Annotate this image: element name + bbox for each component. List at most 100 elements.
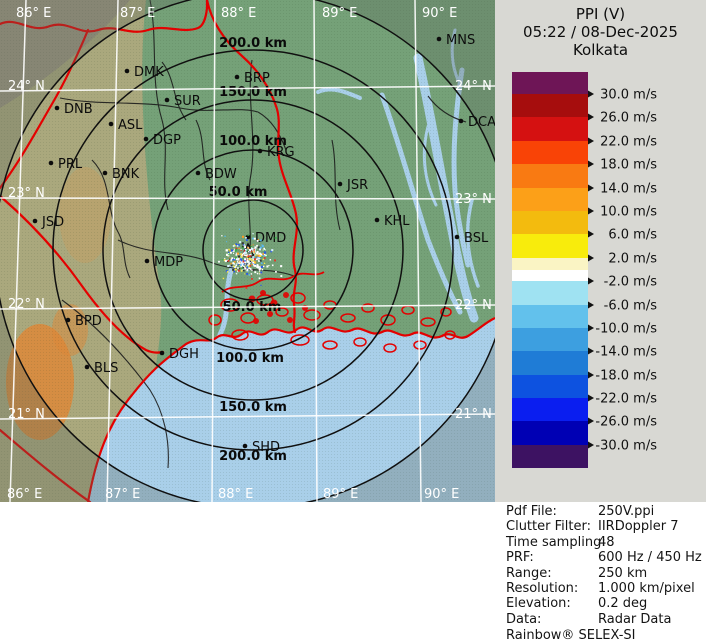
metadata-row: Clutter Filter: IIRDoppler 7 [506,519,704,534]
clutter-echo-pixel [261,262,263,264]
clutter-echo-pixel [237,263,239,266]
clutter-echo-pixel [245,254,248,257]
city-marker [458,118,464,124]
city-marker [108,121,114,127]
clutter-echo-pixel [240,270,243,272]
clutter-echo-pixel [259,246,262,249]
clutter-echo-pixel [243,263,245,265]
clutter-echo-pixel [218,260,220,263]
clutter-echo-pixel [233,250,235,252]
clutter-echo-pixel [251,278,253,280]
clutter-echo-pixel [240,265,242,268]
clutter-echo-pixel [237,269,240,272]
graticule-longitude-line [211,0,216,502]
clutter-echo-pixel [253,237,256,240]
legend-tick-arrow [588,394,594,402]
clutter-echo-pixel [252,261,254,264]
clutter-echo-pixel [224,235,226,237]
legend-label: -18.0 m/s [595,369,657,384]
clutter-echo-pixel [254,246,257,249]
clutter-echo-pixel [246,266,248,269]
latitude-label: 23° N [455,192,492,207]
clutter-echo-pixel [271,264,274,267]
clutter-echo-pixel [257,239,259,241]
clutter-echo-pixel [245,245,247,247]
clutter-echo-pixel [259,266,261,268]
clutter-echo-pixel [237,258,240,260]
city-label: KRG [267,145,295,160]
legend-band [512,375,588,398]
clutter-echo-pixel [234,257,236,260]
legend-tick-arrow [588,301,594,309]
clutter-echo-pixel [233,260,236,263]
clutter-echo-pixel [239,241,242,244]
clutter-echo-pixel [244,258,247,261]
clutter-echo-pixel [262,253,264,255]
city-marker [144,258,150,264]
clutter-echo-pixel [259,273,261,275]
clutter-echo-pixel [248,251,250,253]
clutter-echo-pixel [253,256,255,258]
range-ring-label: 200.0 km [219,449,287,464]
scan-timestamp: 05:22 / 08-Dec-2025 [523,23,678,41]
legend-band [512,117,588,141]
legend-band [512,445,588,468]
city-label: DGH [169,347,199,362]
clutter-echo-pixel [243,250,246,252]
clutter-echo-pixel [260,253,263,256]
legend-band [512,234,588,258]
clutter-echo-pixel [246,260,249,263]
clutter-echo-pixel [259,239,262,242]
graticule-latitude-line [0,304,495,310]
clutter-echo-pixel [256,272,259,275]
clutter-echo-pixel [227,264,230,267]
software-brand: Rainbow® SELEX-SI [506,628,636,642]
clutter-echo-pixel [263,257,266,259]
graticule-latitude-line [0,197,495,200]
city-label: SUR [174,94,201,109]
clutter-echo-pixel [254,254,256,256]
clutter-echo-pixel [238,257,240,259]
clutter-echo-pixel [242,258,244,260]
clutter-echo-pixel [235,272,238,275]
latitude-label: 21° N [8,407,45,422]
clutter-echo-pixel [250,248,252,250]
clutter-echo-pixel [231,257,234,260]
out-of-range-dimming [0,0,495,502]
clutter-echo-pixel [248,264,251,267]
clutter-echo-pixel [237,252,240,255]
clutter-echo-pixel [225,249,228,252]
city-label: ASL [118,118,143,133]
clutter-echo-pixel [233,265,235,268]
scan-metadata: Pdf File: 250V.ppi Clutter Filter: IIRDoppl… [506,504,704,627]
clutter-echo-pixel [246,239,248,241]
clutter-echo-pixel [260,265,263,268]
legend-label: -26.0 m/s [595,415,657,430]
legend-label: 6.0 m/s [608,228,657,243]
range-ring-label: 150.0 km [219,85,287,100]
city-marker [454,234,460,240]
clutter-echo-pixel [247,259,248,261]
clutter-echo-pixel [240,264,243,267]
clutter-echo-pixel [252,237,254,240]
clutter-echo-pixel [244,267,247,270]
clutter-echo-pixel [238,247,240,250]
clutter-echo-pixel [246,265,248,268]
clutter-echo-pixel [246,270,248,272]
clutter-echo-pixel [264,249,266,251]
clutter-echo-pixel [251,247,254,250]
legend-band [512,141,588,164]
metadata-value: 48 [598,534,615,550]
graticule-latitude-line [0,413,495,420]
legend-band [512,188,588,211]
clutter-echo-pixel [242,262,245,265]
legend-tick-arrow [588,371,594,379]
city-label: JSR [346,178,368,193]
city-marker [257,148,263,154]
clutter-echo-pixel [229,249,231,252]
clutter-echo-pixel [262,249,264,251]
clutter-echo-pixel [256,244,258,247]
city-marker [84,364,90,370]
